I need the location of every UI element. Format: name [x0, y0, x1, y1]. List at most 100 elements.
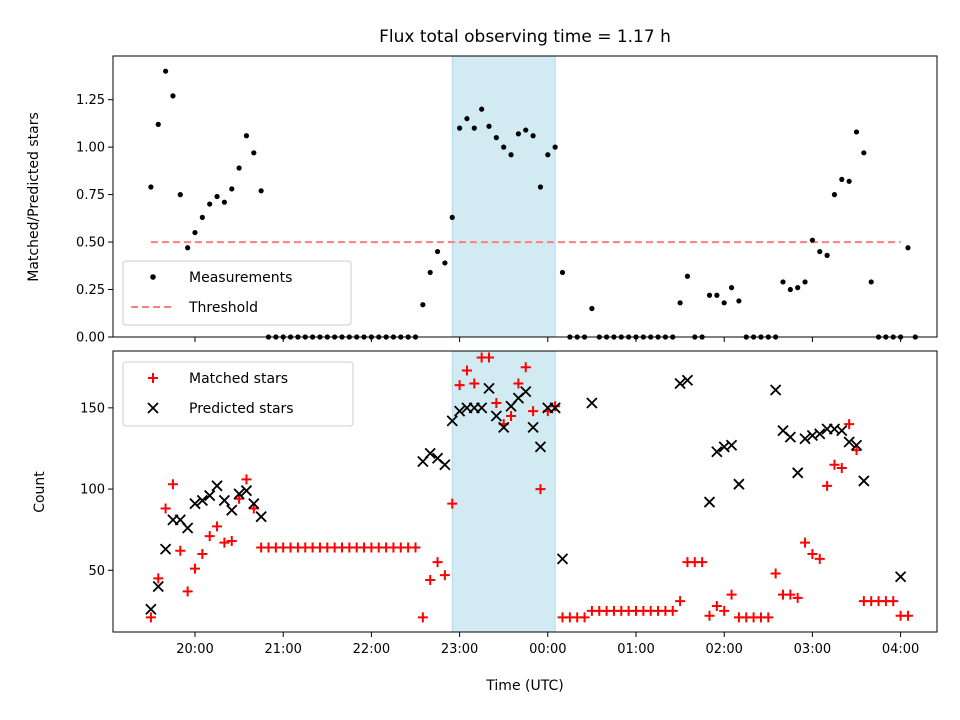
measurement-point: [721, 300, 727, 306]
matched-stars-point: [836, 462, 847, 473]
matched-stars-point: [800, 537, 811, 548]
measurement-point: [420, 302, 426, 308]
measurement-point: [236, 165, 242, 171]
measurement-point: [537, 184, 544, 190]
x-tick-label: 00:00: [529, 642, 566, 657]
matched-stars-point: [888, 596, 899, 607]
matched-stars-point: [704, 610, 715, 621]
measurement-point: [427, 269, 433, 276]
matched-stars-point: [902, 610, 913, 621]
y-tick-label: 1.25: [76, 93, 105, 108]
predicted-stars-point: [792, 467, 804, 479]
predicted-stars-point: [799, 433, 811, 445]
y-tick-label: 0.00: [76, 331, 105, 346]
measurement-point: [486, 123, 492, 129]
measurement-point: [728, 285, 735, 291]
matched-stars-point: [719, 605, 730, 616]
measurement-point: [839, 176, 845, 183]
matched-stars-point: [506, 410, 517, 421]
legend-matched-marker: [148, 373, 158, 383]
measurement-point: [148, 184, 154, 190]
legend-entry-label: Predicted stars: [189, 401, 294, 417]
matched-stars-point: [667, 605, 678, 616]
measurement-point: [214, 193, 220, 200]
matched-stars-point: [461, 365, 472, 376]
predicted-stars-point: [850, 439, 863, 451]
measurement-point: [853, 129, 860, 135]
measurement-point: [824, 252, 830, 258]
measurement-point: [251, 150, 257, 156]
predicted-stars-point: [446, 415, 458, 427]
measurement-point: [780, 279, 786, 285]
predicted-stars-point: [556, 553, 569, 565]
legend-box: [122, 361, 354, 427]
bottom-panel: 50 100 150 20:00 21:00 22:00 23:00 00:00 01:00 02…: [80, 350, 938, 657]
y-tick-label: 0.50: [76, 236, 105, 251]
predicted-stars-point: [424, 447, 436, 459]
measurement-point: [530, 133, 536, 139]
observing-window-shade: [451, 350, 556, 633]
predicted-stars-point: [490, 410, 502, 422]
matched-stars-point: [197, 549, 208, 560]
measurement-point: [442, 260, 448, 266]
matched-stars-point: [822, 480, 833, 491]
matched-stars-point: [145, 612, 156, 623]
matched-stars-point: [432, 557, 443, 568]
measurement-point: [515, 131, 522, 137]
x-tick-label: 01:00: [617, 642, 654, 657]
predicted-stars-point: [674, 377, 686, 390]
matched-stars-point: [219, 537, 230, 548]
matched-stars-point: [792, 592, 803, 603]
matched-stars-point: [447, 498, 458, 509]
predicted-stars-point: [240, 485, 253, 497]
measurement-point: [846, 178, 852, 184]
measurement-point: [802, 279, 808, 285]
matched-stars-point: [829, 459, 840, 470]
predicted-stars-point: [476, 402, 488, 414]
matched-stars-point: [410, 542, 421, 553]
measurement-point: [243, 133, 250, 139]
matched-stars-point: [763, 612, 774, 623]
predicted-stars-point: [196, 494, 208, 507]
matched-stars-point: [175, 545, 186, 556]
measurement-point: [479, 106, 485, 112]
predicted-stars-point: [681, 374, 694, 386]
measurement-point: [177, 192, 183, 198]
y-tick-label: 150: [80, 401, 105, 416]
y-tick-label: 0.25: [76, 283, 105, 298]
predicted-stars-point: [218, 494, 231, 507]
predicted-stars-point: [843, 436, 855, 448]
measurement-point: [523, 127, 529, 133]
measurement-point: [545, 152, 551, 158]
predicted-stars-point: [770, 384, 782, 396]
predicted-stars-point: [733, 478, 745, 490]
measurement-point: [185, 245, 191, 251]
matched-stars-point: [226, 536, 237, 547]
measurement-point: [508, 152, 514, 158]
measurement-point: [861, 150, 867, 156]
predicted-stars-point: [233, 488, 245, 500]
matched-stars-point: [182, 586, 193, 597]
predicted-stars-point: [549, 402, 561, 414]
matched-stars-point: [528, 406, 539, 417]
matched-stars-point: [454, 380, 465, 391]
predicted-stars-point: [814, 428, 826, 440]
matched-stars-point: [248, 503, 259, 514]
predicted-stars-point: [520, 385, 532, 398]
measurement-point: [868, 279, 874, 285]
x-tick-label: 21:00: [264, 642, 301, 657]
measurement-point: [714, 292, 720, 298]
legend-box: [122, 260, 352, 326]
measurement-point: [163, 68, 169, 74]
measurement-point: [787, 286, 793, 293]
predicted-stars-point: [226, 504, 238, 516]
matched-stars-point: [160, 503, 171, 514]
matched-stars-point: [579, 612, 590, 623]
matched-stars-point: [241, 474, 252, 485]
measurement-point: [831, 192, 838, 198]
x-tick-label: 20:00: [176, 642, 213, 657]
measurement-point: [589, 305, 595, 312]
x-tick-label: 02:00: [705, 642, 742, 657]
measurement-point: [258, 188, 264, 194]
y-tick-label: 100: [80, 483, 105, 498]
